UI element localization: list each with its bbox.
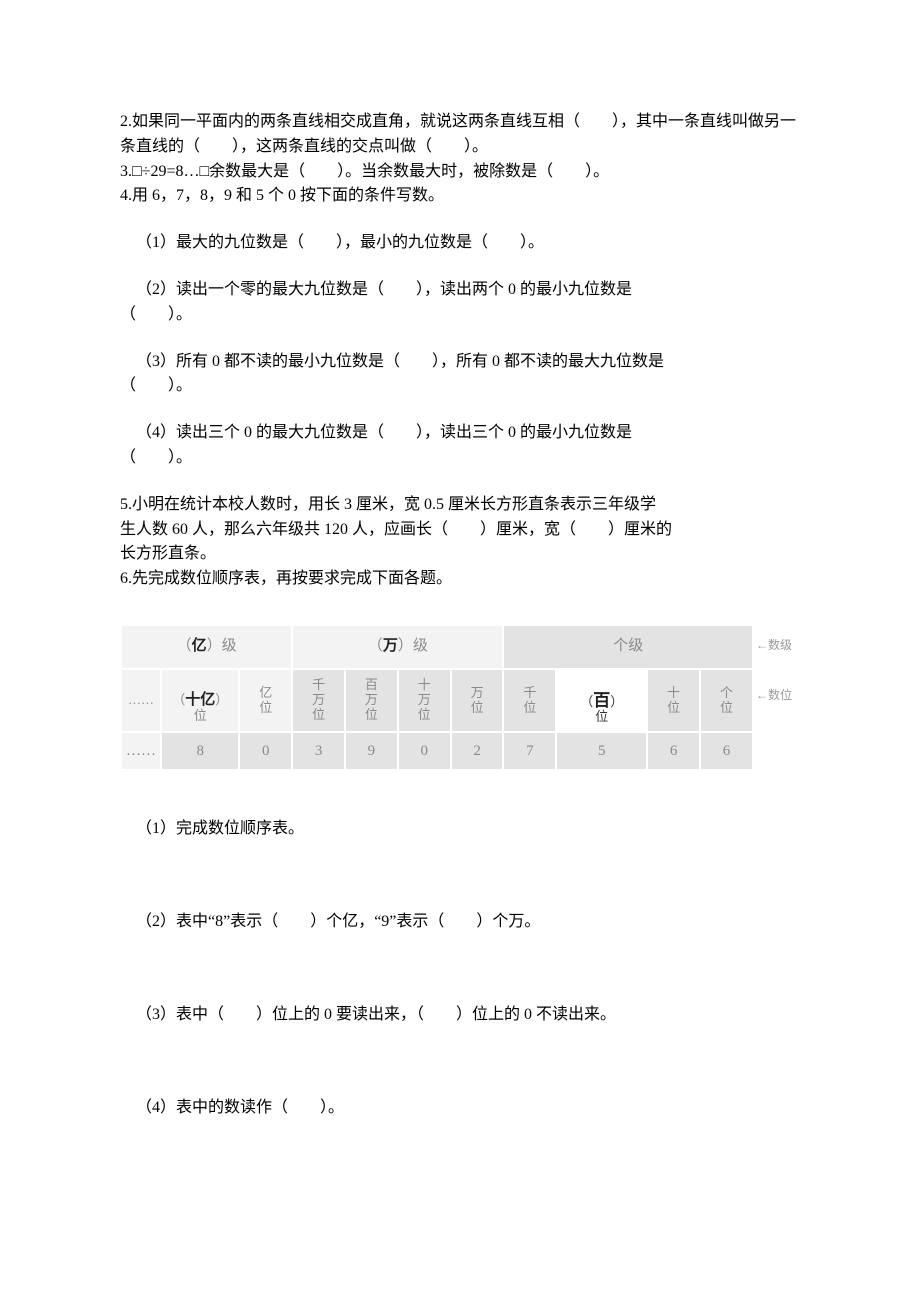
question-6-intro: 6.先完成数位顺序表，再按要求完成下面各题。: [120, 567, 800, 592]
q4-sub4-line1: （4）读出三个 0 的最大九位数是（ ），读出三个 0 的最小九位数是: [136, 421, 800, 446]
pos-shiyi-cell: （十亿） 位: [162, 670, 238, 731]
num-c8: 5: [557, 733, 646, 769]
table-row-level: （亿）级 （万）级 个级: [122, 626, 752, 668]
arrow-pos-label: ←数位: [756, 686, 792, 705]
pos-bai-fill: 百: [593, 691, 610, 710]
question-5-line2: 生人数 60 人，那么六年级共 120 人，应画长（ ）厘米，宽（ ）厘米的: [120, 518, 800, 543]
num-c7: 7: [504, 733, 555, 769]
pos-bai-pre: （: [580, 694, 593, 709]
place-value-table: （亿）级 （万）级 个级 …… （十亿） 位 亿 位 千 万 位 百 万 位 十…: [120, 624, 754, 771]
q4-sub2-line1: （2）读出一个零的最大九位数是（ ），读出两个 0 的最小九位数是: [136, 278, 800, 303]
q4-sub4-line2: （ ）。: [120, 446, 800, 471]
num-c9: 6: [648, 733, 699, 769]
pos-shiyi-fill: 十亿: [185, 692, 215, 708]
q6-sub3: （3）表中（ ）位上的 0 要读出来，（ ）位上的 0 不读出来。: [136, 1003, 800, 1028]
level-wan-cell: （万）级: [293, 626, 502, 668]
table-row-numbers: …… 8 0 3 9 0 2 7 5 6 6: [122, 733, 752, 769]
num-c4: 9: [346, 733, 397, 769]
pos-baiwan: 百 万 位: [346, 670, 397, 731]
pos-qianwan: 千 万 位: [293, 670, 344, 731]
level-ge-cell: 个级: [504, 626, 752, 668]
level-yi-cell: （亿）级: [122, 626, 291, 668]
pos-shi: 十 位: [648, 670, 699, 731]
pos-bai-cell: （百） 位: [557, 670, 646, 731]
num-c1: 8: [162, 733, 238, 769]
q6-sub2: （2）表中“8”表示（ ）个亿，“9”表示（ ）个万。: [136, 910, 800, 935]
num-c6: 2: [452, 733, 503, 769]
q4-sub2-line2: （ ）。: [120, 303, 800, 328]
worksheet-page: 2.如果同一平面内的两条直线相交成直角，就说这两条直线互相（ ），其中一条直线叫…: [0, 0, 920, 1302]
pos-wan: 万 位: [452, 670, 503, 731]
pos-shiwan: 十 万 位: [399, 670, 450, 731]
num-c2: 0: [240, 733, 291, 769]
q4-sub3-line2: （ ）。: [120, 374, 800, 399]
level-yi-pre: （: [177, 638, 192, 654]
level-wan-fill: 万: [383, 638, 398, 654]
pos-ge: 个 位: [701, 670, 752, 731]
level-wan-post: ）级: [398, 638, 428, 654]
pos-qian: 千 位: [504, 670, 555, 731]
question-2: 2.如果同一平面内的两条直线相交成直角，就说这两条直线互相（ ），其中一条直线叫…: [120, 110, 800, 160]
question-5-line3: 长方形直条。: [120, 542, 800, 567]
question-4-intro: 4.用 6，7，8，9 和 5 个 0 按下面的条件写数。: [120, 184, 800, 209]
level-yi-post: ）级: [207, 638, 237, 654]
num-c3: 3: [293, 733, 344, 769]
question-5-line1: 5.小明在统计本校人数时，用长 3 厘米，宽 0.5 厘米长方形直条表示三年级学: [120, 493, 800, 518]
q4-sub1: （1）最大的九位数是（ ），最小的九位数是（ ）。: [136, 231, 800, 256]
pos-shiyi-pre: （: [172, 692, 185, 707]
level-yi-fill: 亿: [192, 638, 207, 654]
pos-yi: 亿 位: [240, 670, 291, 731]
level-wan-pre: （: [368, 638, 383, 654]
pos-ellipsis: ……: [122, 670, 160, 731]
arrow-level-label: ←数级: [756, 636, 792, 655]
q4-sub3-line1: （3）所有 0 都不读的最小九位数是（ ），所有 0 都不读的最大九位数是: [136, 350, 800, 375]
num-ellipsis: ……: [122, 733, 160, 769]
table-row-positions: …… （十亿） 位 亿 位 千 万 位 百 万 位 十 万 位 万 位 千 位 …: [122, 670, 752, 731]
q6-sub1: （1）完成数位顺序表。: [136, 817, 800, 842]
question-3: 3.□÷29=8…□余数最大是（ ）。当余数最大时，被除数是（ ）。: [120, 160, 800, 185]
place-value-table-wrap: （亿）级 （万）级 个级 …… （十亿） 位 亿 位 千 万 位 百 万 位 十…: [120, 624, 800, 771]
num-c5: 0: [399, 733, 450, 769]
num-c10: 6: [701, 733, 752, 769]
q6-sub4: （4）表中的数读作（ ）。: [136, 1096, 800, 1121]
